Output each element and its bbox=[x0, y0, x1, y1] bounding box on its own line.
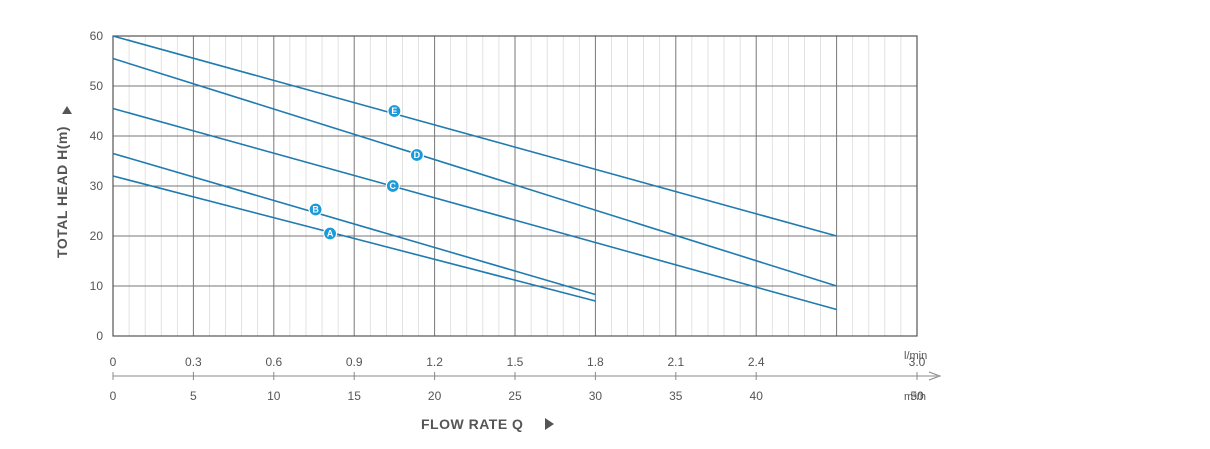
x-axis-title: FLOW RATE Q bbox=[421, 416, 554, 432]
plot-frame bbox=[112, 35, 918, 337]
x-tick-label-top: 0.9 bbox=[346, 355, 363, 369]
performance-curves bbox=[112, 35, 837, 311]
x-tick-label-bottom: 35 bbox=[669, 389, 683, 403]
curve-badge-circle bbox=[322, 226, 338, 241]
curve-badge-circle bbox=[387, 103, 402, 119]
x-unit-top: l/min bbox=[904, 350, 927, 362]
curve-badge-a: A bbox=[322, 226, 338, 241]
x-tick-label-top: 1.2 bbox=[426, 355, 443, 369]
x-unit-bottom: m³/h bbox=[904, 391, 926, 403]
curve-badge-d: D bbox=[409, 147, 425, 163]
x-axis-arrow-icon bbox=[545, 418, 554, 430]
curve-badge-label: D bbox=[414, 150, 421, 160]
curve-a bbox=[112, 175, 596, 302]
curve-badge-circle bbox=[308, 202, 323, 217]
curve-badge-e: E bbox=[387, 103, 402, 119]
curve-badge-label: C bbox=[390, 181, 397, 191]
x-tick-label-top: 3.0 bbox=[909, 355, 926, 369]
x-tick-label-top: 0.3 bbox=[185, 355, 202, 369]
svg-text:TOTAL HEAD H(m): TOTAL HEAD H(m) bbox=[54, 126, 70, 258]
x-tick-label-top: 0 bbox=[110, 355, 117, 369]
curve-labels: A B C D E bbox=[308, 103, 425, 241]
curve-badge-label: E bbox=[391, 106, 397, 116]
curve-e bbox=[112, 35, 837, 237]
curve-badge-c: C bbox=[385, 178, 400, 194]
curve-c bbox=[112, 107, 837, 311]
y-axis-title: TOTAL HEAD H(m) bbox=[54, 106, 72, 258]
x-tick-label-top: 1.8 bbox=[587, 355, 604, 369]
x-axis-arrow-icon bbox=[928, 371, 942, 381]
x-axes: 0 0.3 0.6 0.9 1.2 1.5 1.8 2.1 2.4 3.0 0 5 10 15 20 25 30… bbox=[110, 355, 942, 403]
curve-badge-b: B bbox=[308, 202, 323, 217]
x-tick-label-bottom: 5 bbox=[190, 389, 197, 403]
x-tick-label-top: 1.5 bbox=[507, 355, 524, 369]
svg-text:FLOW RATE Q: FLOW RATE Q bbox=[421, 416, 523, 432]
curve-b bbox=[112, 152, 596, 296]
curve-badge-label: A bbox=[327, 229, 334, 239]
curve-d bbox=[112, 57, 837, 287]
x-tick-label-bottom: 25 bbox=[508, 389, 522, 403]
x-tick-label-bottom: 40 bbox=[750, 389, 764, 403]
y-tick-label: 20 bbox=[90, 229, 104, 243]
y-tick-label: 50 bbox=[90, 79, 104, 93]
y-tick-label: 0 bbox=[96, 329, 103, 343]
x-tick-label-bottom: 20 bbox=[428, 389, 442, 403]
major-grid bbox=[113, 36, 917, 336]
y-axis-arrow-icon bbox=[62, 106, 72, 114]
x-tick-label-bottom: 30 bbox=[589, 389, 603, 403]
x-tick-label-top: 2.1 bbox=[667, 355, 684, 369]
x-tick-label-bottom: 10 bbox=[267, 389, 281, 403]
curve-badge-circle bbox=[409, 147, 425, 163]
x-tick-label-top: 2.4 bbox=[748, 355, 765, 369]
curve-badge-circle bbox=[385, 178, 400, 194]
x-tick-label-bottom: 15 bbox=[348, 389, 362, 403]
y-tick-label: 30 bbox=[90, 179, 104, 193]
y-axis-ticks: 0 10 20 30 40 50 60 bbox=[90, 29, 104, 343]
y-tick-label: 40 bbox=[90, 129, 104, 143]
x-tick-label-top: 0.6 bbox=[265, 355, 282, 369]
y-tick-label: 60 bbox=[90, 29, 104, 43]
x-tick-label-bottom: 0 bbox=[110, 389, 117, 403]
y-tick-label: 10 bbox=[90, 279, 104, 293]
x-tick-label-bottom: 50 bbox=[910, 389, 924, 403]
curve-badge-label: B bbox=[312, 205, 319, 215]
